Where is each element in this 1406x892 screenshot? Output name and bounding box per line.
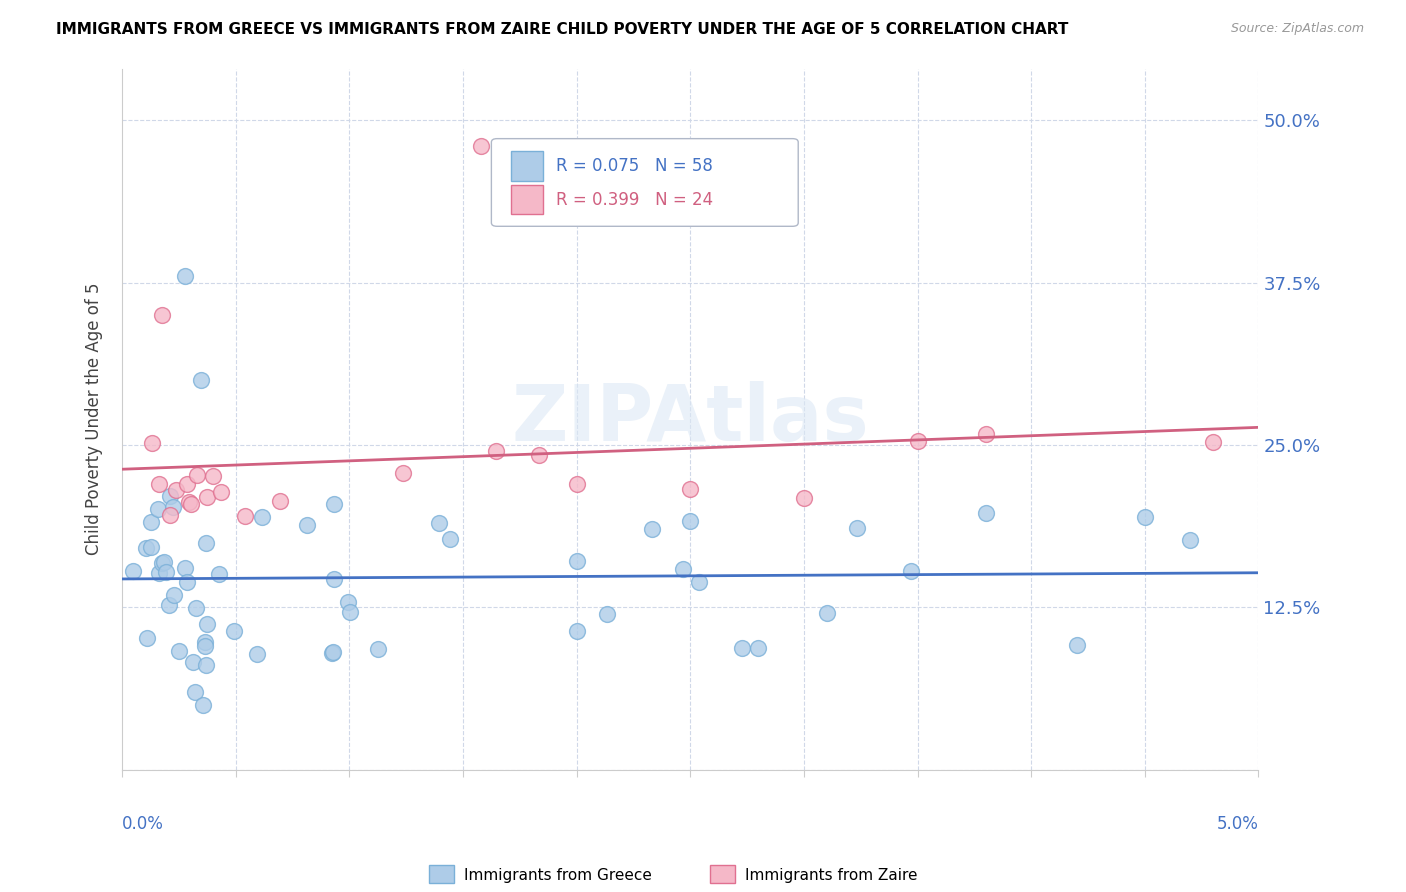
Point bbox=[246, 648, 269, 662]
Point bbox=[907, 434, 929, 448]
Point bbox=[159, 489, 181, 503]
Point bbox=[141, 515, 163, 529]
Point bbox=[439, 533, 461, 547]
Point bbox=[565, 554, 588, 568]
Point bbox=[233, 508, 256, 523]
FancyBboxPatch shape bbox=[510, 152, 543, 181]
Point bbox=[186, 468, 208, 483]
Point bbox=[176, 575, 198, 590]
Point bbox=[295, 518, 318, 533]
Point bbox=[152, 308, 174, 322]
Point bbox=[153, 555, 176, 569]
Text: R = 0.399   N = 24: R = 0.399 N = 24 bbox=[557, 191, 713, 209]
Point bbox=[195, 616, 218, 631]
Point bbox=[974, 427, 997, 442]
Text: Immigrants from Zaire: Immigrants from Zaire bbox=[745, 869, 918, 883]
Point bbox=[135, 541, 157, 555]
Point bbox=[141, 540, 163, 554]
Point bbox=[747, 640, 769, 655]
Point bbox=[793, 491, 815, 506]
Point bbox=[974, 506, 997, 520]
Point bbox=[194, 640, 217, 654]
Point bbox=[671, 562, 693, 576]
Point bbox=[184, 685, 207, 699]
Text: R = 0.075   N = 58: R = 0.075 N = 58 bbox=[557, 157, 713, 175]
Text: ZIPAtlas: ZIPAtlas bbox=[512, 381, 869, 457]
Point bbox=[194, 635, 217, 649]
Point bbox=[159, 508, 181, 522]
Point bbox=[565, 477, 588, 491]
Point bbox=[141, 435, 163, 450]
Point bbox=[527, 448, 550, 462]
Text: Source: ZipAtlas.com: Source: ZipAtlas.com bbox=[1230, 22, 1364, 36]
Point bbox=[679, 514, 702, 528]
Point bbox=[157, 598, 180, 612]
Point bbox=[180, 497, 202, 511]
Point bbox=[366, 641, 388, 656]
Point bbox=[163, 588, 186, 602]
Point bbox=[167, 644, 190, 658]
Point bbox=[197, 490, 219, 504]
Point bbox=[148, 477, 170, 491]
Point bbox=[184, 601, 207, 615]
Text: Immigrants from Greece: Immigrants from Greece bbox=[464, 869, 652, 883]
Text: 5.0%: 5.0% bbox=[1216, 815, 1258, 833]
Point bbox=[162, 500, 184, 514]
FancyBboxPatch shape bbox=[491, 138, 799, 227]
Point bbox=[679, 482, 702, 496]
Point bbox=[730, 641, 752, 656]
Point bbox=[392, 466, 415, 480]
Point bbox=[222, 624, 245, 639]
Point bbox=[640, 522, 662, 536]
Point bbox=[815, 606, 838, 620]
Point bbox=[845, 521, 868, 535]
Point bbox=[485, 443, 508, 458]
Point bbox=[427, 516, 450, 530]
Point bbox=[900, 564, 922, 578]
Point bbox=[323, 497, 346, 511]
Point bbox=[195, 658, 218, 673]
Point bbox=[190, 373, 212, 387]
Point bbox=[122, 564, 145, 578]
Point bbox=[322, 645, 344, 659]
Point bbox=[181, 655, 204, 669]
Point bbox=[269, 493, 291, 508]
Point bbox=[322, 572, 344, 586]
Point bbox=[1202, 435, 1225, 450]
Point bbox=[1066, 638, 1088, 652]
Point bbox=[173, 269, 195, 284]
Text: IMMIGRANTS FROM GREECE VS IMMIGRANTS FROM ZAIRE CHILD POVERTY UNDER THE AGE OF 5: IMMIGRANTS FROM GREECE VS IMMIGRANTS FRO… bbox=[56, 22, 1069, 37]
Point bbox=[1180, 533, 1202, 548]
Point bbox=[176, 477, 198, 491]
Point bbox=[1133, 509, 1156, 524]
FancyBboxPatch shape bbox=[510, 185, 543, 214]
Point bbox=[565, 624, 588, 638]
Point bbox=[173, 561, 195, 575]
Point bbox=[165, 483, 187, 498]
Point bbox=[201, 469, 224, 483]
Point bbox=[688, 575, 710, 590]
Point bbox=[208, 567, 231, 582]
Point bbox=[146, 502, 169, 516]
Y-axis label: Child Poverty Under the Age of 5: Child Poverty Under the Age of 5 bbox=[86, 283, 103, 556]
Point bbox=[336, 595, 359, 609]
Point bbox=[470, 139, 492, 153]
Point bbox=[135, 631, 157, 645]
Point bbox=[191, 698, 214, 712]
Point bbox=[155, 566, 177, 580]
Point bbox=[250, 510, 273, 524]
Point bbox=[321, 646, 343, 660]
Point bbox=[339, 605, 361, 619]
Point bbox=[148, 566, 170, 580]
Point bbox=[596, 607, 619, 621]
Point bbox=[194, 535, 217, 549]
Text: 0.0%: 0.0% bbox=[122, 815, 165, 833]
Point bbox=[150, 556, 173, 570]
Point bbox=[209, 484, 232, 499]
Point bbox=[177, 495, 200, 509]
